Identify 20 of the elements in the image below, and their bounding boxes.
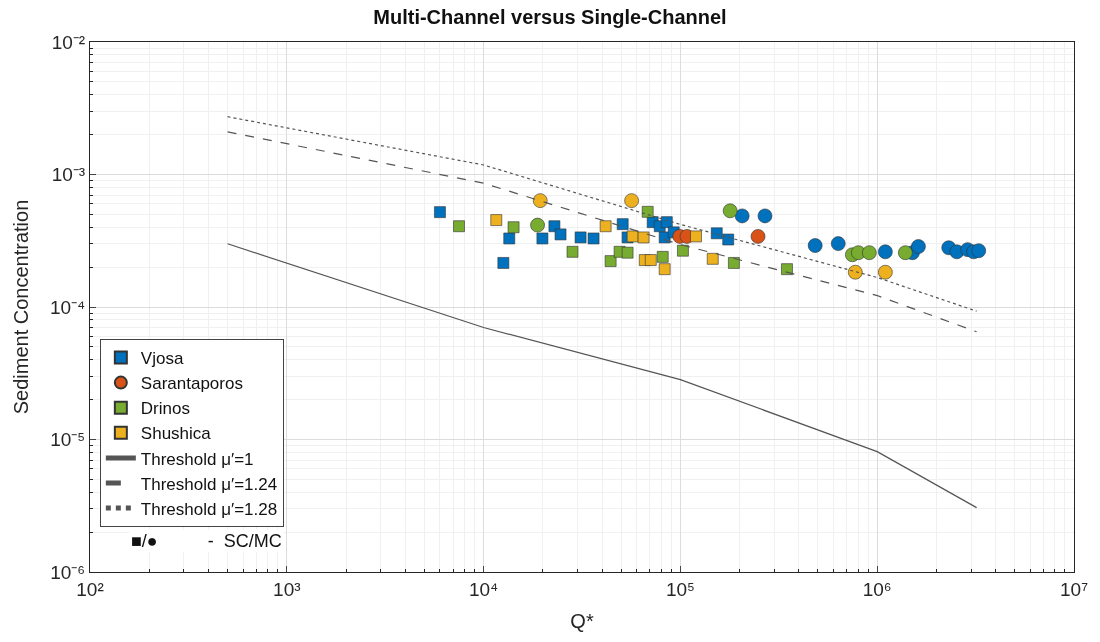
- legend-label: Shushica: [140, 424, 212, 444]
- legend-label: Threshold μ′=1.24: [140, 474, 278, 494]
- x-tick-label: 10³: [273, 578, 301, 600]
- chart-title: Multi-Channel versus Single-Channel: [373, 5, 727, 28]
- legend-label: Threshold μ′=1.28: [140, 499, 278, 519]
- x-tick-label: 10⁵: [665, 578, 695, 600]
- annotation: ■/● - SC/MC: [131, 531, 282, 551]
- x-axis-title: Q*: [570, 610, 594, 633]
- x-tick-label: 10⁶: [862, 578, 892, 600]
- legend-label: Threshold μ′=1: [140, 449, 254, 469]
- y-tick-label: 10⁻²: [51, 31, 86, 53]
- legend-label: Sarantaporos: [140, 374, 243, 394]
- y-tick-label: 10⁻⁵: [50, 429, 86, 451]
- legend-label: Drinos: [140, 399, 190, 419]
- y-tick-label: 10⁻⁴: [49, 296, 86, 318]
- x-tick-label: 10⁷: [1059, 578, 1089, 600]
- x-tick-label: 10⁴: [468, 578, 499, 600]
- y-axis-title: Sediment Concentration: [10, 199, 33, 415]
- legend-label: Vjosa: [140, 349, 184, 369]
- y-tick-label: 10⁻³: [51, 164, 86, 186]
